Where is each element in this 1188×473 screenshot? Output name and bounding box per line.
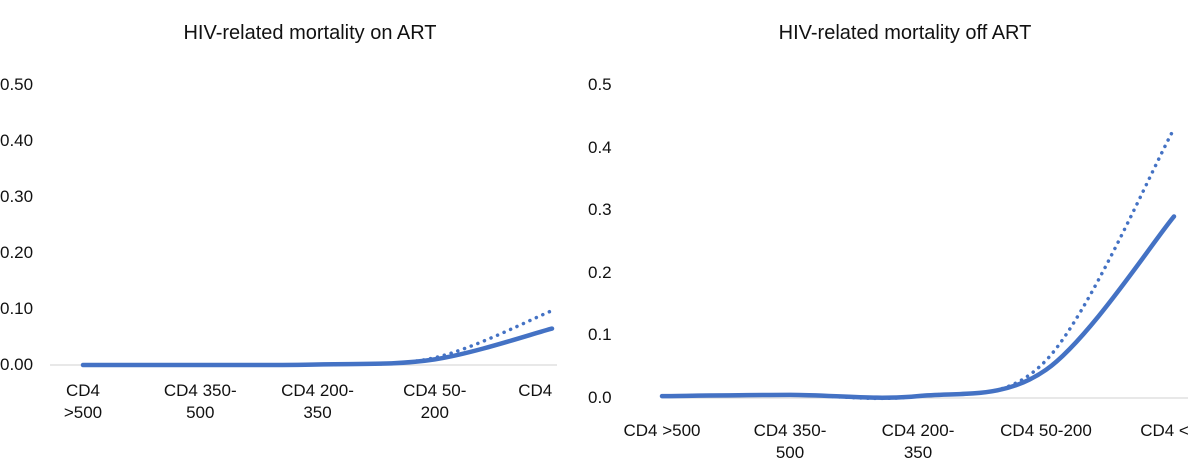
chart-title: HIV-related mortality on ART — [183, 22, 437, 44]
y-tick-label: 0.1 — [588, 325, 612, 345]
line-series — [81, 308, 554, 367]
line-series — [659, 214, 1177, 400]
y-tick-label: 0.00 — [0, 355, 34, 374]
y-tick-label: 0.40 — [0, 131, 34, 150]
chart-left: HIV-related mortality on ART 0.00 0.10 0.20… — [0, 0, 557, 473]
x-tick-label: CD4 <50 — [1140, 421, 1188, 440]
y-tick-label: 0.10 — [0, 299, 34, 318]
x-tick-label: CD4 >500 — [63, 381, 103, 422]
x-tick-label: CD4 50-200 — [403, 381, 467, 422]
chart-title: HIV-related mortality off ART — [778, 22, 1032, 44]
x-tick-label: CD4 200-350 — [281, 381, 354, 422]
y-tick-label: 0.2 — [588, 262, 612, 282]
y-tick-label: 0.5 — [588, 75, 612, 94]
y-tick-label: 0.50 — [0, 75, 34, 94]
x-tick-label: CD4 >500 — [623, 421, 701, 440]
x-tick-label: CD4 350-500 — [753, 421, 827, 462]
line-series — [80, 326, 555, 368]
x-tick-label: CD4 350-500 — [163, 381, 237, 422]
y-tick-label: 0.4 — [588, 137, 612, 157]
x-tick-label: CD4 <50 — [518, 381, 557, 400]
y-tick-label: 0.0 — [588, 388, 612, 407]
y-tick-label: 0.20 — [0, 243, 34, 262]
plot — [659, 127, 1188, 401]
plot — [50, 308, 557, 368]
y-tick-label: 0.3 — [588, 200, 612, 220]
chart-right: HIV-related mortality off ART 0.0 0.1 0.2 0.… — [580, 0, 1188, 473]
y-tick-label: 0.30 — [0, 187, 34, 206]
x-tick-label: CD4 200-350 — [881, 421, 955, 462]
x-tick-label: CD4 50-200 — [1000, 421, 1092, 440]
line-series — [660, 127, 1176, 401]
